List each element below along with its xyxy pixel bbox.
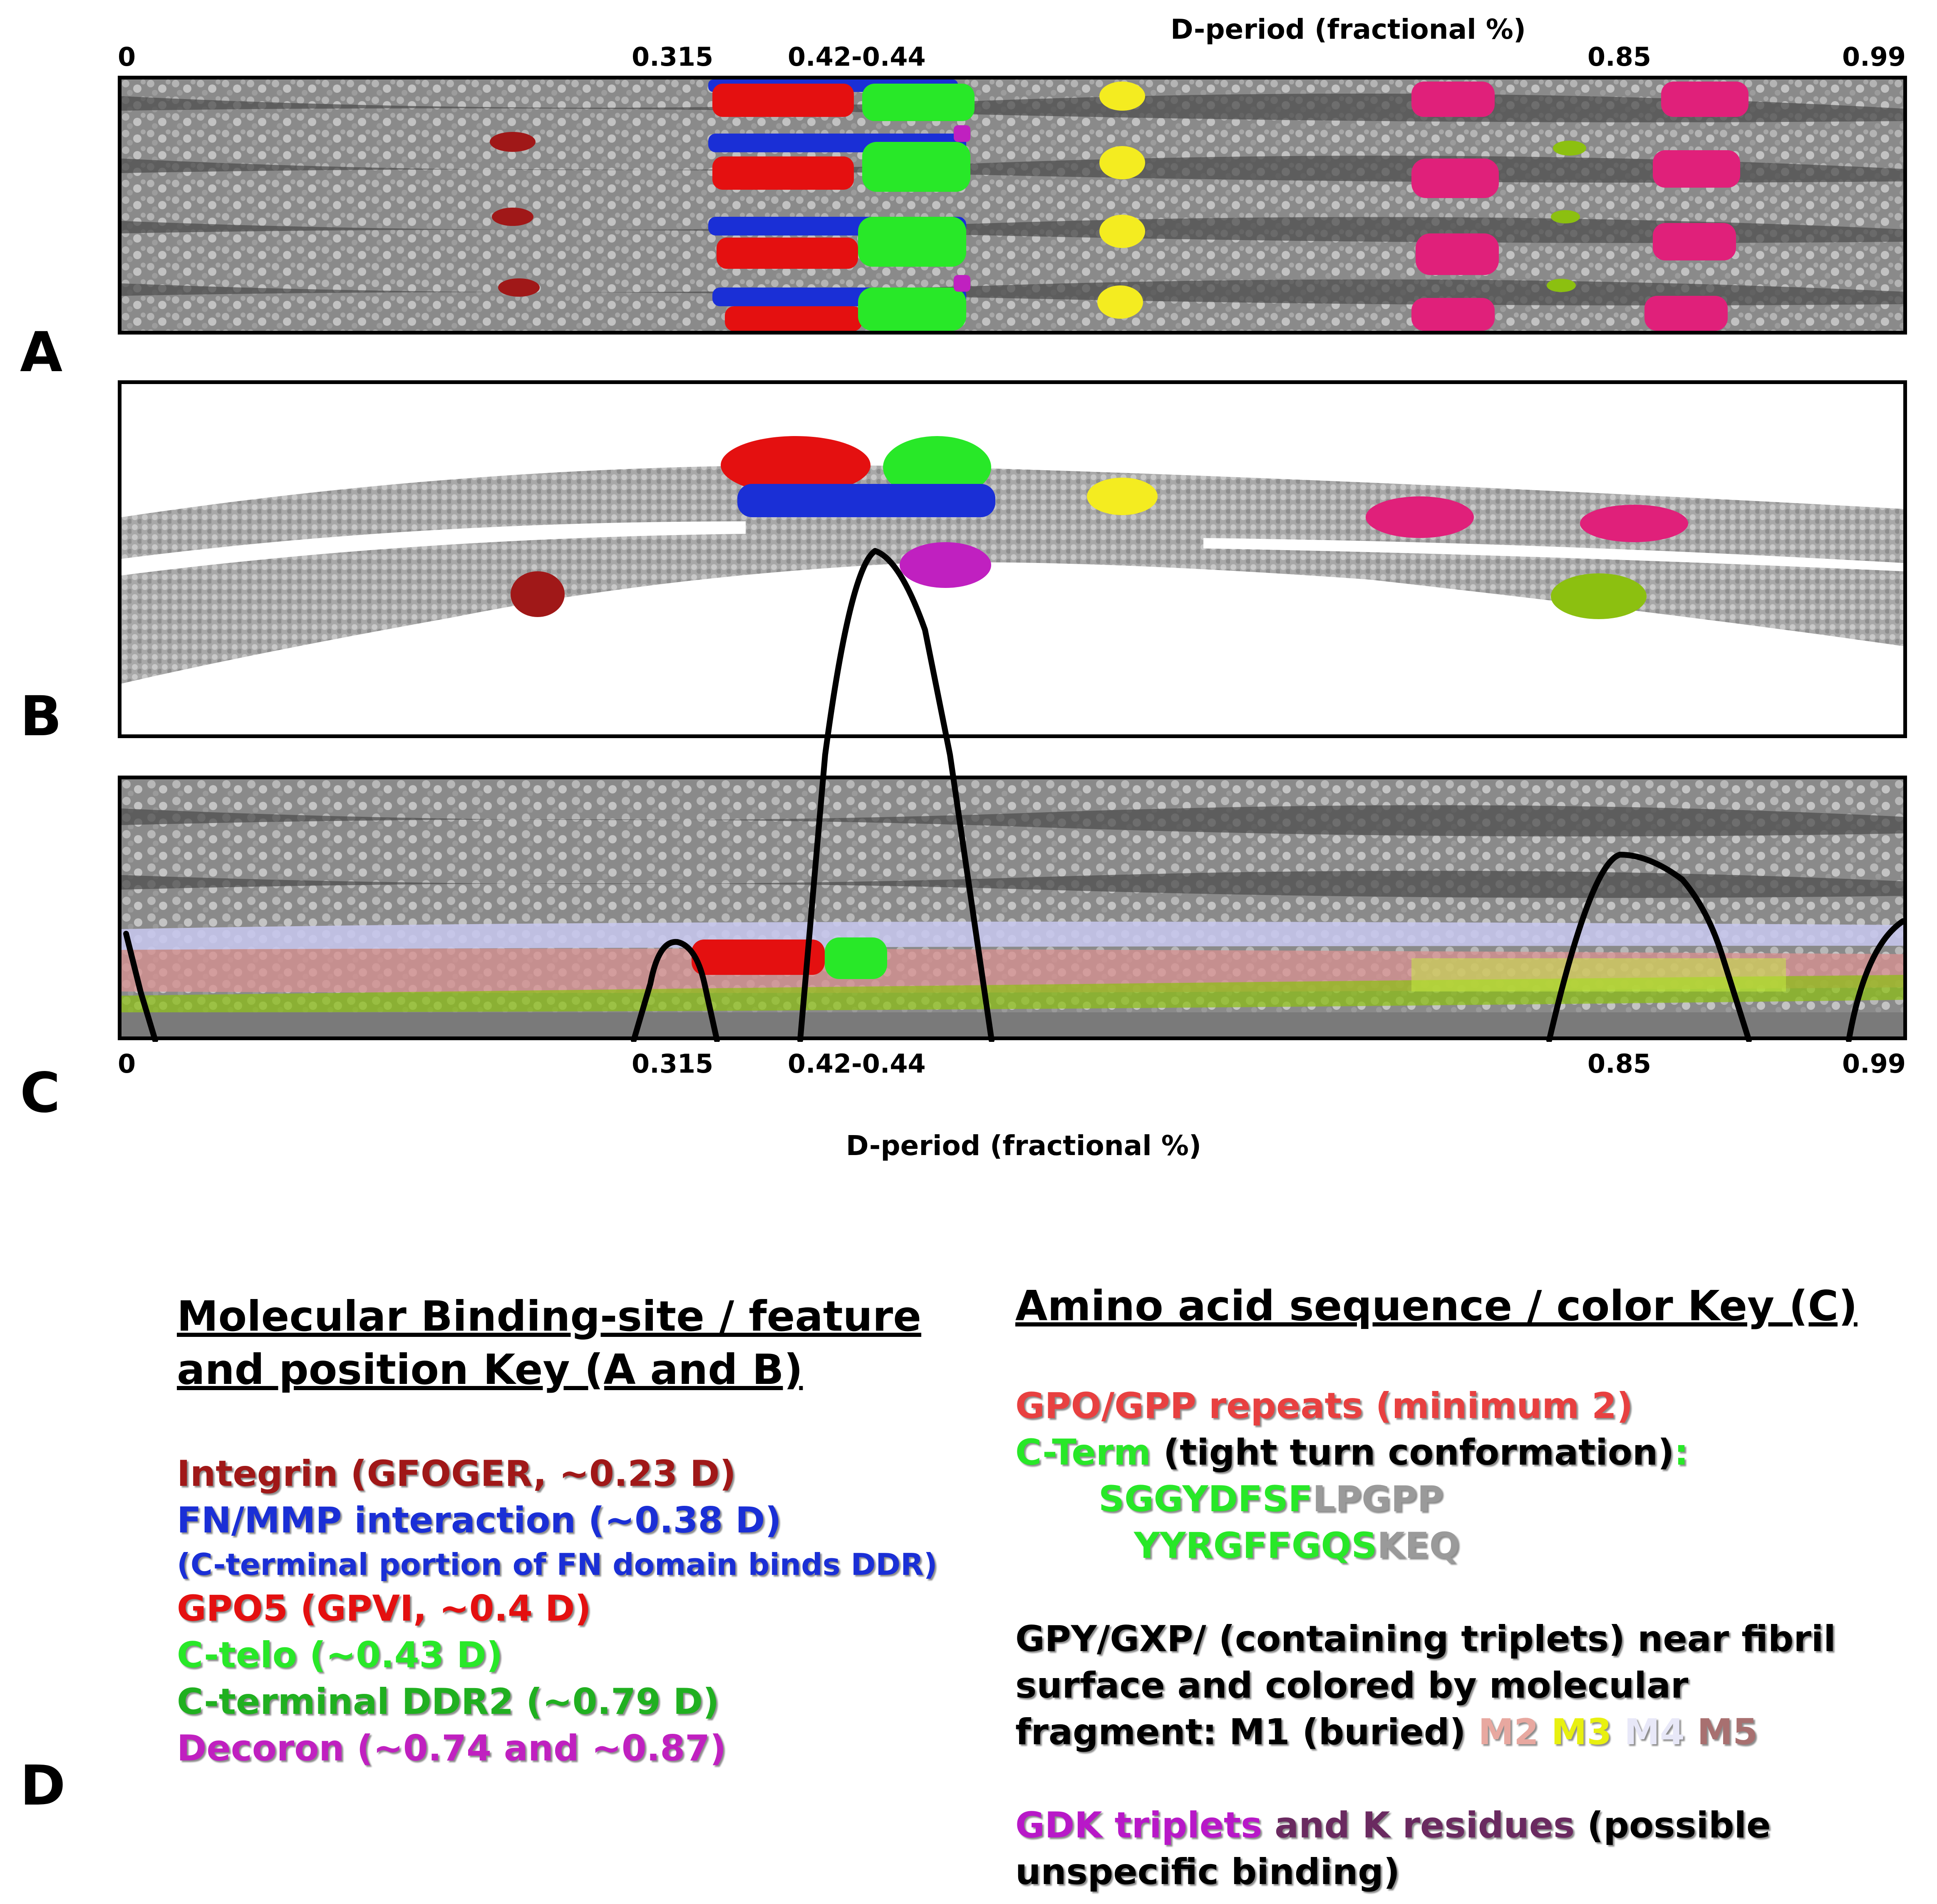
panel-c-structure [118, 776, 1907, 1040]
possible-label: (possible [1575, 1805, 1771, 1846]
sequence-1-gray: LPGPP [1312, 1478, 1443, 1520]
m4-label: M4 [1624, 1711, 1685, 1753]
unspecific-line: unspecific binding) [1015, 1851, 1400, 1893]
panel-label-b: B [20, 684, 62, 749]
c-term-line: C-Term (tight turn conformation): [1015, 1429, 1910, 1476]
binding-key-item: Integrin (GFOGER, ~0.23 D) [177, 1453, 736, 1495]
sequence-color-key: Amino acid sequence / color Key (C) GPO/… [1015, 1279, 1910, 1895]
m3-label: M3 [1551, 1711, 1612, 1753]
sequence-1: SGGYDFSFLPGPP [1015, 1476, 1910, 1522]
binding-key-item: C-terminal DDR2 (~0.79 D) [177, 1681, 719, 1723]
bottom-tick-085: 0.85 [1587, 1049, 1651, 1079]
panel-label-d: D [20, 1754, 66, 1818]
panel-label-a: A [20, 320, 63, 384]
top-tick-0315: 0.315 [632, 42, 714, 72]
c-term-label: C-Term [1015, 1432, 1151, 1473]
gdk-label: GDK triplets [1015, 1805, 1262, 1846]
sequence-key-title: Amino acid sequence / color Key (C) [1015, 1282, 1858, 1330]
top-tick-042-044: 0.42-0.44 [788, 42, 926, 72]
k-residues-label: and K residues [1262, 1805, 1575, 1846]
fragment-label: fragment: M1 (buried) [1015, 1711, 1478, 1753]
top-tick-0: 0 [118, 42, 136, 72]
c-term-desc: (tight turn conformation) [1151, 1432, 1674, 1473]
gpy-line-1: GPY/GXP/ (containing triplets) near fibr… [1015, 1618, 1836, 1660]
gpy-line-3: fragment: M1 (buried) M2 M3 M4 M5 [1015, 1709, 1910, 1755]
sequence-2-green: YYRGFFGQS [1134, 1525, 1377, 1567]
panel-label-c: C [20, 1061, 60, 1125]
bottom-tick-0315: 0.315 [632, 1049, 714, 1079]
bottom-tick-042-044: 0.42-0.44 [788, 1049, 926, 1079]
bottom-tick-0: 0 [118, 1049, 136, 1079]
peak-curves [123, 548, 1906, 1042]
gpy-line-2: surface and colored by molecular [1015, 1665, 1689, 1706]
gdk-line: GDK triplets and K residues (possible [1015, 1802, 1910, 1849]
m5-label: M5 [1697, 1711, 1758, 1753]
c-term-colon: : [1674, 1432, 1689, 1473]
top-tick-085: 0.85 [1587, 42, 1651, 72]
top-axis-title: D-period (fractional %) [1170, 13, 1526, 45]
sequence-2-gray: KEQ [1377, 1525, 1460, 1567]
binding-key-list: Integrin (GFOGER, ~0.23 D) FN/MMP interac… [177, 1450, 967, 1772]
top-tick-099: 0.99 [1842, 42, 1906, 72]
binding-site-key: Molecular Binding-site / feature and pos… [177, 1290, 967, 1772]
gpo-gpp-line: GPO/GPP repeats (minimum 2) [1015, 1385, 1633, 1427]
panel-a-structure [118, 76, 1907, 335]
sequence-1-green: SGGYDFSF [1099, 1478, 1313, 1520]
bottom-axis-title: D-period (fractional %) [846, 1130, 1202, 1162]
panel-b-structure [118, 380, 1907, 738]
sequence-2: YYRGFFGQSKEQ [1015, 1522, 1910, 1569]
binding-key-item: C-telo (~0.43 D) [177, 1634, 503, 1676]
binding-key-item: (C-terminal portion of FN domain binds D… [177, 1547, 937, 1582]
binding-key-item: FN/MMP interaction (~0.38 D) [177, 1500, 781, 1541]
binding-key-item: Decoron (~0.74 and ~0.87) [177, 1728, 727, 1769]
bottom-tick-099: 0.99 [1842, 1049, 1906, 1079]
m2-label: M2 [1478, 1711, 1539, 1753]
binding-key-title: Molecular Binding-site / feature and pos… [177, 1292, 922, 1394]
binding-key-item: GPO5 (GPVI, ~0.4 D) [177, 1588, 591, 1629]
